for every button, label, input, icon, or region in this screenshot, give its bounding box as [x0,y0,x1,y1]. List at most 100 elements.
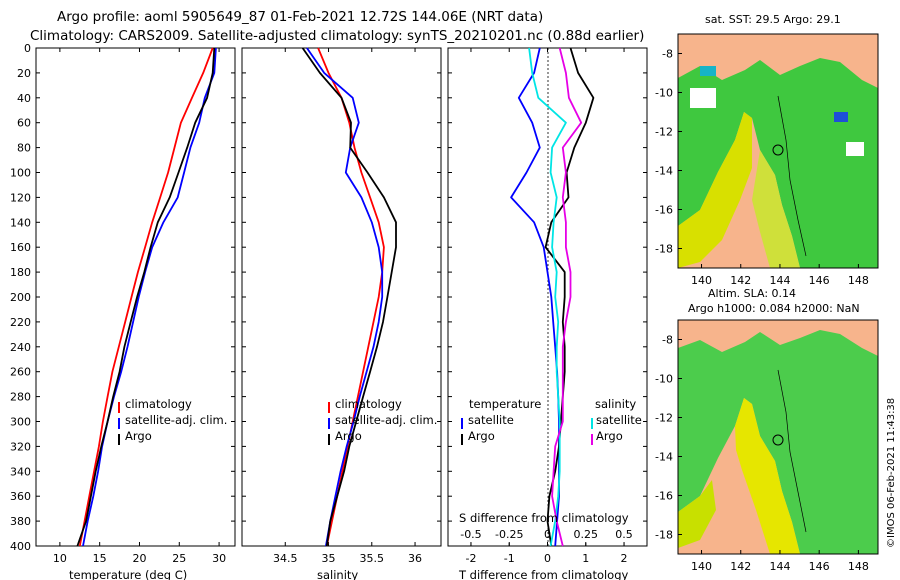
series-line-climatology [78,47,214,547]
sla-argo-marker [772,434,784,446]
temperature-panel: 0 20 40 60 80 100 120 140 160 180 200 220 240 260 280 3… [10,42,236,580]
series-line-t-argo-minus-clim- [544,47,595,547]
sst-depth-contour [777,95,807,257]
imos-credit: ©IMOS 06-Feb-2021 11:43:38 [886,398,897,548]
sst-map: sat. SST: 29.5 Argo: 29.1 -8 -10 -12 -14 -16… [655,13,879,287]
lon-tick-label: 140 [691,560,712,573]
difference-s-axis: -0.5 -0.25 0 0.25 0.5 [460,528,633,546]
depth-tick-label: 280 [10,391,31,404]
sla-patch-west [678,480,716,548]
series-line-s-satellite-adj-minus-clim- [528,47,567,547]
depth-tick-label: 220 [10,316,31,329]
temperature-series [76,47,217,547]
sst-map-title: sat. SST: 29.5 Argo: 29.1 [705,13,841,26]
sla-map-frame [677,319,879,555]
salinity-legend: climatology satellite-adj. clim. Argo [328,397,437,445]
depth-tick-label: 360 [10,490,31,503]
depth-tick-label: 380 [10,515,31,528]
x-tick-label: -1 [504,552,515,565]
depth-tick-label: 140 [10,216,31,229]
depth-tick-label: 200 [10,291,31,304]
x-tick-label: 25 [172,552,186,565]
figure-title-line1: Argo profile: aoml 5905649_87 01-Feb-202… [57,9,543,25]
sst-lon-axis: 140 142 144 146 148 [691,264,869,287]
depth-tick-label: 320 [10,440,31,453]
depth-tick-label: 340 [10,465,31,478]
salinity-legend-sat: satellite-adj. clim. [335,413,437,427]
lon-tick-label: 146 [809,560,830,573]
depth-tick-label: 240 [10,341,31,354]
x-tick-label: 30 [212,552,226,565]
x-tick-label: 1 [582,552,589,565]
difference-panel: -2 -1 0 1 2 -0.5 -0.25 0 0.25 0.5 S difference f… [447,47,648,580]
lat-tick-label: -16 [655,204,673,217]
series-line-s-argo-minus-clim- [551,47,583,547]
depth-tick-label: 300 [10,416,31,429]
lon-tick-label: 148 [848,274,869,287]
s-tick-label: 0.5 [615,528,633,541]
x-tick-label: 0 [544,552,551,565]
lat-tick-label: -10 [655,373,673,386]
lat-tick-label: -12 [655,412,673,425]
diff-legend-t-argo: Argo [468,429,495,443]
lon-tick-label: 142 [730,560,751,573]
salinity-series [301,47,397,547]
temperature-plot-frame [35,47,236,547]
sla-map-title-line1: Altim. SLA: 0.14 [708,287,796,300]
salinity-legend-argo: Argo [335,429,362,443]
s-tick-label: 0 [544,528,551,541]
difference-legend: temperature satellite Argo salinity sate… [461,397,642,445]
sst-cool-patch [700,66,716,76]
sst-lat-axis: -8 -10 -12 -14 -16 -18 [655,48,682,256]
x-tick-label: 36 [408,552,422,565]
x-tick-label: 15 [93,552,107,565]
x-tick-label: 20 [132,552,146,565]
series-line-argo [76,47,216,547]
depth-tick-label: 80 [17,142,31,155]
sst-sea-region [678,58,878,268]
sst-cloud-gap-1 [690,88,716,108]
depth-tick-label: 20 [17,67,31,80]
sst-argo-marker [772,144,784,156]
x-tick-label: -2 [465,552,476,565]
difference-xlabel-top: S difference from climatology [459,511,629,525]
depth-tick-label: 40 [17,92,31,105]
difference-plot-frame [447,47,648,547]
sst-warm-patch-west [678,112,752,268]
lat-tick-label: -14 [655,451,673,464]
diff-legend-t-sat: satellite [468,413,514,427]
lat-tick-label: -12 [655,126,673,139]
depth-tick-label: 60 [17,117,31,130]
sla-depth-contour [777,369,807,533]
sst-cool-pixel [834,112,848,122]
temperature-xlabel: temperature (deg C) [69,568,187,580]
x-tick-label: 35.5 [360,552,385,565]
x-tick-label: 2 [621,552,628,565]
depth-tick-label: 120 [10,191,31,204]
depth-tick-label: 180 [10,266,31,279]
lat-tick-label: -18 [655,243,673,256]
difference-xlabel: T difference from climatology [458,568,629,580]
depth-tick-label: 160 [10,241,31,254]
sla-map: Altim. SLA: 0.14 Argo h1000: 0.084 h2000… [655,287,879,573]
sla-sea-region [678,330,878,554]
salinity-x-axis: 34.5 35 35.5 36 [273,48,422,565]
lon-tick-label: 144 [769,274,790,287]
series-line-satellite-adj-clim- [82,47,217,547]
diff-legend-salinity-title: salinity [595,397,636,411]
sla-lon-axis: 140 142 144 146 148 [691,550,869,573]
lon-tick-label: 148 [848,560,869,573]
lon-tick-label: 146 [809,274,830,287]
depth-tick-label: 0 [24,42,31,55]
x-tick-label: 35 [322,552,336,565]
x-tick-label: 10 [53,552,67,565]
s-tick-label: 0.25 [574,528,599,541]
depth-tick-label: 400 [10,540,31,553]
lon-tick-label: 140 [691,274,712,287]
lat-tick-label: -16 [655,490,673,503]
sla-lat-axis: -8 -10 -12 -14 -16 -18 [655,334,682,542]
sla-map-title-line2: Argo h1000: 0.084 h2000: NaN [688,302,860,315]
temperature-legend: climatology satellite-adj. clim. Argo [118,397,227,445]
temperature-legend-clim: climatology [125,397,192,411]
